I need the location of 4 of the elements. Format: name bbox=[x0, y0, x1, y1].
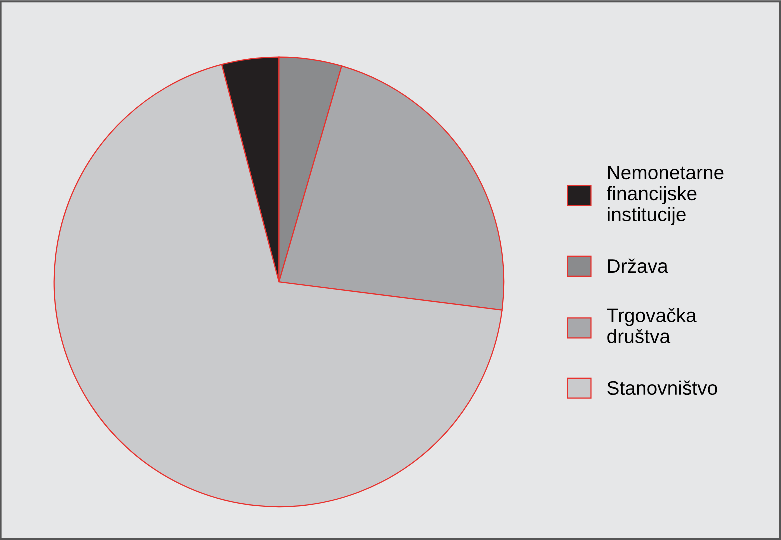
legend-label: Trgovačka društva bbox=[607, 308, 697, 344]
legend-label: Država bbox=[608, 258, 668, 274]
legend-label: Nemonetarne financijske institucije bbox=[607, 166, 724, 226]
legend-label: Stanovništvo bbox=[608, 380, 718, 396]
